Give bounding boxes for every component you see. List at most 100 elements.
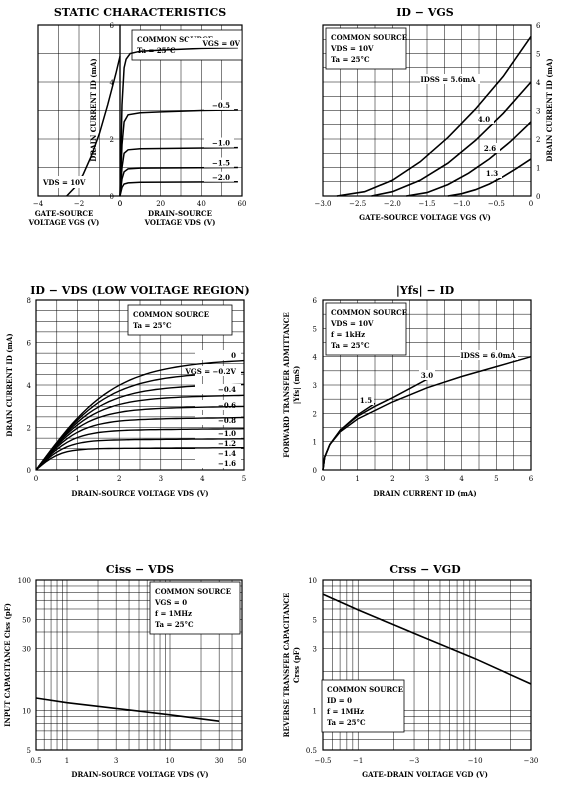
condition-text: ID = 0 <box>327 696 352 705</box>
condition-text: COMMON SOURCE <box>331 33 407 42</box>
x-tick-label: 60 <box>238 200 247 208</box>
x-tick-label: 20 <box>156 200 165 208</box>
chart-id-vds-low: ID − VDS (LOW VOLTAGE REGION) COMMON SOUR… <box>5 284 250 498</box>
y-tick-label: 6 <box>110 22 115 30</box>
chart-title: ID − VGS <box>396 6 453 19</box>
x-axis-label: DRAIN CURRENT ID (mA) <box>373 489 476 498</box>
y-tick-label: 2 <box>27 425 31 433</box>
x-tick-label: 10 <box>166 757 175 765</box>
x-tick-label: 2 <box>390 475 394 483</box>
output-curve <box>119 166 238 197</box>
series-label: 1.5 <box>360 396 372 405</box>
label-bg <box>188 37 240 48</box>
x-tick-label: 1 <box>355 475 359 483</box>
label-bg <box>195 400 241 410</box>
output-curve <box>35 416 244 471</box>
y-tick-label: 4 <box>313 354 318 362</box>
condition-box <box>127 304 233 336</box>
x-axis-label: VOLTAGE VGS (V) <box>28 218 100 227</box>
x-axis-label: DRAIN-SOURCE VOLTAGE VDS (V) <box>71 770 208 779</box>
y-tick-label: 50 <box>22 616 31 624</box>
x-tick-label: −2 <box>74 200 84 208</box>
series-label: −1.0 <box>218 429 236 438</box>
x-tick-label: 3 <box>159 475 163 483</box>
chart-title: Ciss − VDS <box>106 563 174 576</box>
transfer-curve <box>371 81 532 197</box>
y-axis-label: |Yfs| (mS) <box>292 366 301 405</box>
crss-curve <box>322 593 532 685</box>
y-tick-label: 5 <box>536 51 540 59</box>
condition-box <box>131 29 243 61</box>
y-axis-label: FORWARD TRANSFER ADMITTANCE <box>282 312 291 457</box>
x-tick-label: 3 <box>114 757 118 765</box>
series-label: −1.4 <box>218 449 236 458</box>
series-label: 4.0 <box>478 115 490 124</box>
x-tick-label: 30 <box>215 757 224 765</box>
condition-text: f = 1MHz <box>327 707 364 716</box>
series-label: −0.4 <box>218 385 236 394</box>
y-tick-label: 5 <box>313 325 317 333</box>
chart-ciss-vds: Ciss − VDS COMMON SOURCE VGS = 0 f = 1MHz Ta… <box>3 563 246 779</box>
label-bg <box>474 114 494 124</box>
condition-text: f = 1kHz <box>331 330 365 339</box>
label-bg <box>195 428 241 438</box>
label-bg <box>204 99 234 110</box>
output-curve <box>119 181 238 197</box>
x-tick-label: 2 <box>117 475 121 483</box>
x-tick-label: 0 <box>118 200 122 208</box>
chart-title: STATIC CHARACTERISTICS <box>54 6 226 19</box>
y-tick-label: 0 <box>27 467 31 475</box>
output-curve <box>35 447 244 471</box>
label-bg <box>195 458 241 468</box>
y-tick-label: 5 <box>313 616 317 624</box>
y-tick-label: 4 <box>536 79 541 87</box>
output-curve <box>35 428 245 471</box>
series-label: VGS = −0.2V <box>184 367 236 376</box>
x-tick-label: −10 <box>468 757 483 765</box>
y-axis-label: REVERSE TRANSFER CAPACITANCE <box>282 593 291 738</box>
label-bg <box>480 143 500 153</box>
condition-box <box>325 27 407 70</box>
condition-box <box>325 302 407 356</box>
label-bg <box>420 74 480 84</box>
label-bg <box>358 395 374 405</box>
condition-text: Ta = 25°C <box>133 321 172 330</box>
y-tick-label: 10 <box>308 577 317 585</box>
y-tick-label: 0.5 <box>306 747 317 755</box>
series-label: −0.6 <box>218 401 236 410</box>
label-bg <box>419 370 435 380</box>
series-label: −1.0 <box>212 139 230 148</box>
series-label: 0 <box>231 351 236 360</box>
x-tick-label: −4 <box>33 200 44 208</box>
series-label: VGS = 0V <box>201 39 240 48</box>
label-bg <box>460 350 518 360</box>
y-tick-label: 30 <box>22 645 31 653</box>
y-axis-label: Crss (pF) <box>292 647 301 683</box>
condition-text: Ta = 25°C <box>155 620 194 629</box>
x-axis-label: GATE-SOURCE <box>35 209 94 218</box>
condition-text: Ta = 25°C <box>327 718 366 727</box>
series-label: −1.6 <box>218 459 236 468</box>
condition-text: COMMON SOURCE <box>331 308 407 317</box>
y-tick-label: 4 <box>27 382 32 390</box>
x-tick-label: 1 <box>65 757 69 765</box>
series-label: −1.2 <box>218 439 236 448</box>
condition-text: VGS = 0 <box>154 598 187 607</box>
output-curve <box>119 47 238 197</box>
x-tick-label: −0.5 <box>315 757 332 765</box>
y-tick-label: 4 <box>110 79 115 87</box>
y-tick-label: 8 <box>27 297 31 305</box>
x-tick-label: 4 <box>459 475 464 483</box>
y-tick-label: 3 <box>313 645 317 653</box>
output-curve <box>35 438 244 471</box>
condition-text: VDS = 10V <box>42 178 86 187</box>
x-tick-label: 50 <box>238 757 247 765</box>
x-tick-label: −2.5 <box>349 200 366 208</box>
series-label: 1.3 <box>486 169 498 178</box>
label-bg <box>195 366 241 376</box>
y-tick-label: 5 <box>27 747 31 755</box>
y-axis-label: DRAIN CURRENT ID (mA) <box>545 58 554 161</box>
y-tick-label: 1 <box>536 165 540 173</box>
x-tick-label: 40 <box>197 200 206 208</box>
